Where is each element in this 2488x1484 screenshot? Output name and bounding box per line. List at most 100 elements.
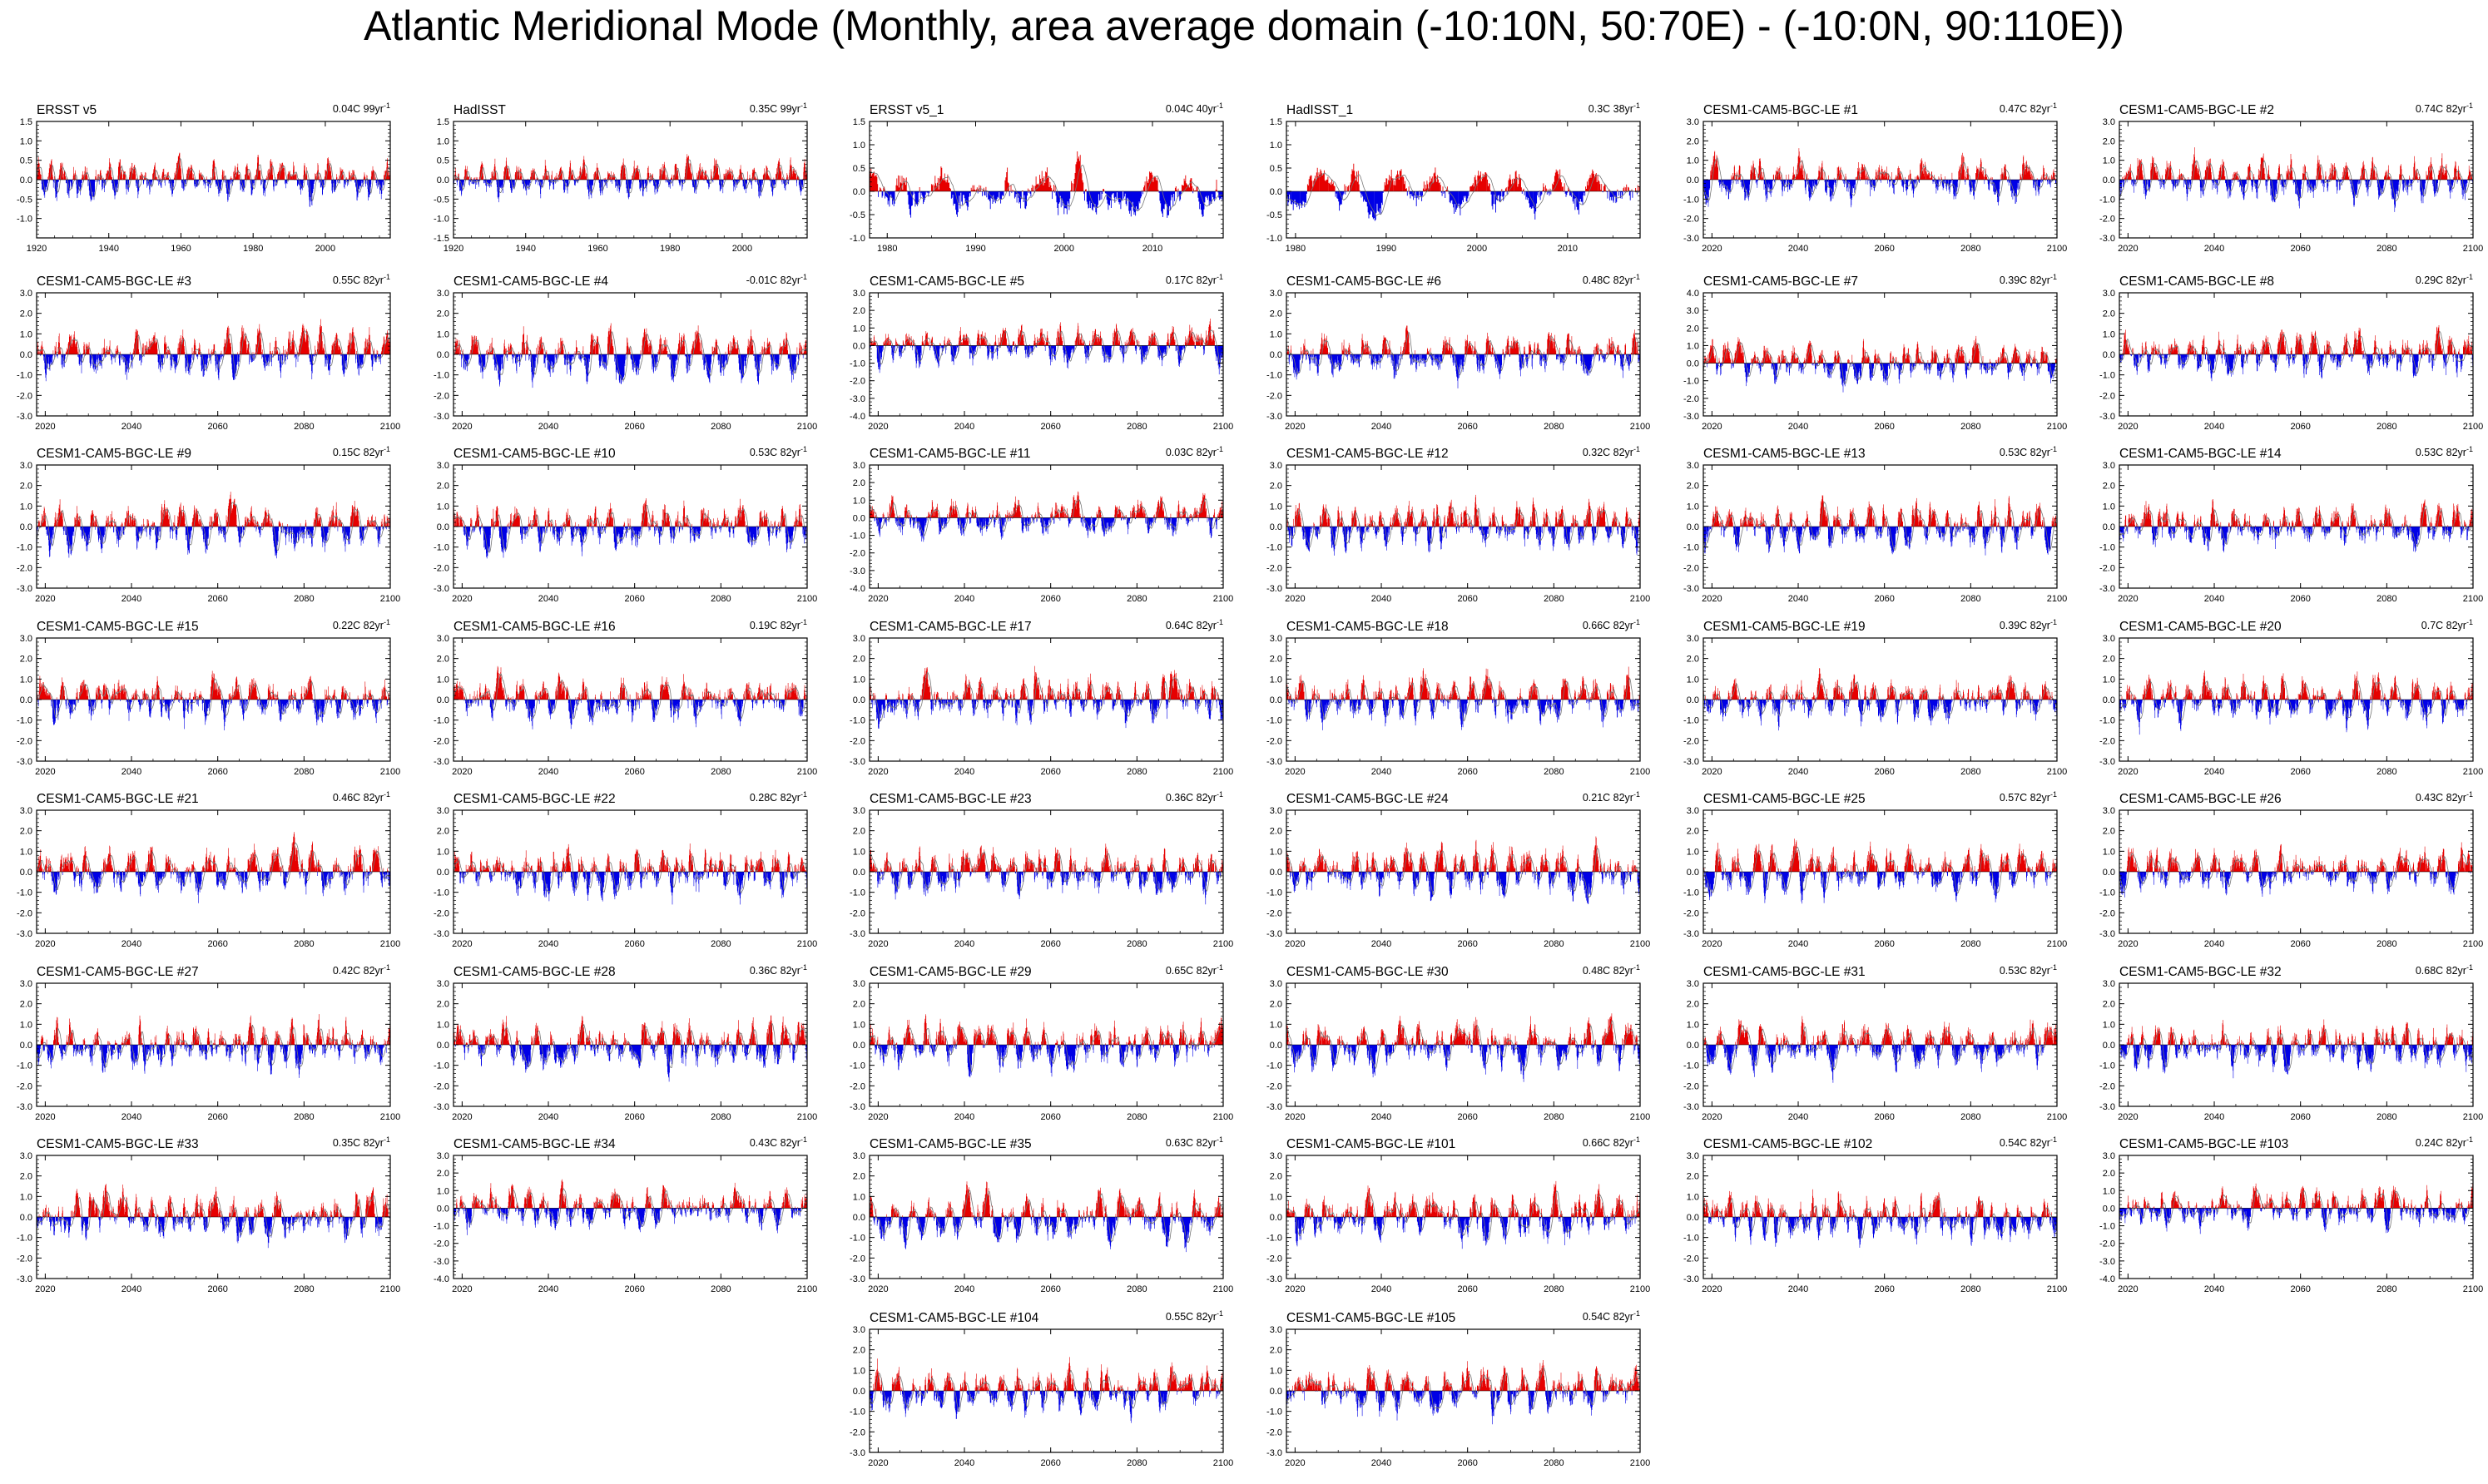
y-tick-label: 2.0 (853, 655, 865, 665)
y-tick-label: 3.0 (1270, 289, 1282, 299)
smoothed-line (36, 1191, 390, 1237)
trend-label: 0.04C 99yr-1 (333, 101, 390, 115)
smoothed-line (36, 678, 390, 719)
y-tick-label: -3.0 (1266, 1102, 1282, 1112)
trend-label: 0.19C 82yr-1 (750, 618, 807, 631)
trend-label: 0.47C 82yr-1 (2000, 101, 2057, 115)
x-tick-label: 2060 (207, 594, 227, 604)
y-tick-label: 0.0 (1270, 868, 1282, 878)
x-tick-label: 2020 (35, 767, 55, 777)
negative-anomaly-bars (1288, 354, 1640, 388)
x-tick-label: 2100 (2047, 594, 2067, 604)
y-tick-label: 0.5 (437, 156, 449, 166)
y-tick-label: 2.0 (2103, 136, 2115, 146)
panel-21: CESM1-CAM5-BGC-LE #17 0.64C 82yr-1 3.0 2.0 1… (850, 618, 1233, 777)
x-tick-label: 2000 (1054, 244, 1074, 254)
trend-label: 0.53C 82yr-1 (2416, 445, 2473, 458)
y-tick-label: 3.0 (1687, 806, 1699, 816)
y-tick-label: 2.0 (20, 655, 32, 665)
panel-title: CESM1-CAM5-BGC-LE #15 (37, 620, 199, 634)
y-tick-label: 0.0 (20, 695, 32, 705)
negative-anomaly-bars (2119, 180, 2473, 212)
positive-anomaly-bars (1709, 148, 2057, 180)
positive-anomaly-bars (40, 1014, 390, 1045)
x-tick-label: 2020 (1285, 422, 1305, 432)
panel-title: HadISST (453, 103, 506, 117)
x-tick-label: 2100 (1213, 1112, 1233, 1122)
x-tick-label: 2100 (2047, 422, 2067, 432)
y-tick-label: -1.0 (434, 888, 449, 898)
negative-anomaly-bars (1702, 1045, 2044, 1083)
x-tick-label: 2080 (1960, 244, 1980, 254)
negative-anomaly-bars (2119, 700, 2471, 735)
x-tick-label: 2100 (2047, 767, 2067, 777)
x-tick-label: 2100 (1630, 594, 1650, 604)
x-tick-label: 2100 (2047, 939, 2067, 949)
y-tick-label: -3.0 (1266, 412, 1282, 422)
negative-anomaly-bars (869, 1045, 1215, 1078)
x-tick-label: 2020 (452, 1112, 472, 1122)
x-tick-label: 2100 (797, 594, 817, 604)
x-tick-label: 1990 (1376, 244, 1396, 254)
panel-title: CESM1-CAM5-BGC-LE #33 (37, 1137, 199, 1151)
x-tick-label: 2040 (954, 939, 974, 949)
y-tick-label: -1.0 (850, 716, 865, 726)
y-tick-label: -2.0 (434, 736, 449, 746)
y-tick-label: -1.0 (1683, 195, 1699, 205)
y-tick-label: 2.0 (437, 655, 449, 665)
y-tick-label: 1.0 (853, 675, 865, 685)
y-tick-label: -3.0 (1266, 1274, 1282, 1284)
x-tick-label: 2100 (1213, 1284, 1233, 1294)
y-tick-label: 1.0 (853, 1192, 865, 1202)
y-tick-label: 1.0 (2103, 675, 2115, 685)
y-tick-label: -3.0 (2099, 584, 2115, 594)
x-tick-label: 2060 (2290, 939, 2310, 949)
negative-anomaly-bars (41, 180, 384, 207)
y-tick-label: -2.0 (1683, 736, 1699, 746)
positive-anomaly-bars (869, 1181, 1223, 1217)
y-tick-label: 2.0 (853, 1000, 865, 1010)
x-tick-label: 2010 (1142, 244, 1162, 254)
panel-19: CESM1-CAM5-BGC-LE #15 0.22C 82yr-1 3.0 2.0 1… (17, 618, 400, 777)
y-tick-label: 2.0 (2103, 827, 2115, 837)
panel-8: CESM1-CAM5-BGC-LE #4 -0.01C 82yr-1 3.0 2.0 1… (434, 273, 817, 432)
y-tick-label: 1.0 (20, 847, 32, 857)
plot-frame (1702, 292, 2058, 417)
x-tick-label: 2040 (954, 594, 974, 604)
y-tick-label: 1.0 (1687, 1192, 1699, 1202)
y-tick-label: 3.0 (2103, 289, 2115, 299)
x-tick-label: 2020 (868, 1284, 888, 1294)
x-tick-label: 2100 (2463, 939, 2483, 949)
y-tick-label: -1.0 (1266, 543, 1282, 553)
smoothed-line (1702, 502, 2057, 552)
x-tick-label: 2060 (1874, 1112, 1894, 1122)
trend-label: 0.48C 82yr-1 (1583, 963, 1640, 977)
x-tick-label: 2060 (1457, 1284, 1477, 1294)
negative-anomaly-bars (36, 700, 390, 730)
x-tick-label: 2060 (1874, 244, 1894, 254)
y-tick-label: 4.0 (1687, 289, 1699, 299)
y-tick-label: 3.0 (853, 979, 865, 989)
x-tick-label: 1960 (171, 244, 191, 254)
x-tick-label: 2080 (711, 767, 731, 777)
y-tick-label: -1.0 (434, 543, 449, 553)
y-tick-label: 1.0 (853, 496, 865, 506)
y-tick-label: 1.0 (20, 502, 32, 512)
negative-anomaly-bars (870, 700, 1223, 729)
x-tick-label: 2100 (380, 1112, 400, 1122)
x-tick-label: 2040 (1788, 1112, 1808, 1122)
y-tick-label: 3.0 (2103, 461, 2115, 471)
y-tick-label: -2.0 (850, 908, 865, 918)
trend-label: 0.46C 82yr-1 (333, 790, 390, 804)
y-tick-label: -2.0 (2099, 1081, 2115, 1091)
smoothed-line (869, 498, 1223, 537)
y-tick-label: 1.0 (2103, 502, 2115, 512)
positive-anomaly-bars (1706, 495, 2057, 527)
y-tick-label: 0.0 (1687, 176, 1699, 186)
x-tick-label: 2080 (1127, 422, 1147, 432)
x-tick-label: 2060 (2290, 422, 2310, 432)
y-tick-label: -1.5 (434, 234, 449, 244)
panel-title: CESM1-CAM5-BGC-LE #28 (453, 965, 616, 979)
y-tick-label: 0.0 (853, 1213, 865, 1223)
